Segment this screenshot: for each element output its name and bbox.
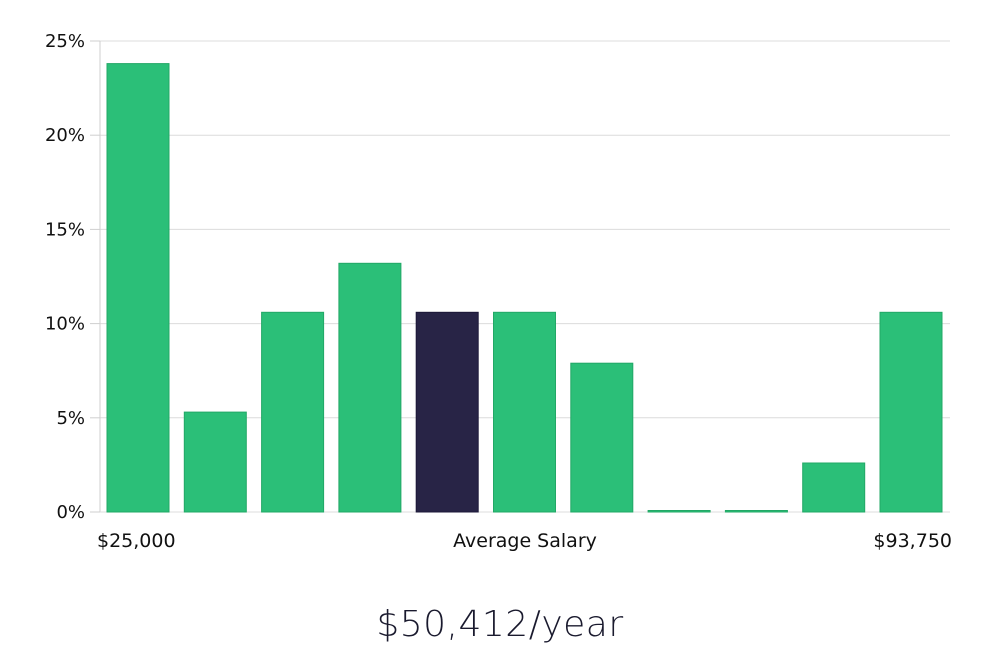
average-salary-value: $50,412/year bbox=[376, 604, 624, 645]
chart-canvas: 0% 5% 10% 15% 20% 25% $25,000 Average Salary … bbox=[45, 31, 952, 552]
bar bbox=[724, 510, 788, 513]
y-tick-label: 10% bbox=[45, 314, 85, 335]
bar bbox=[879, 311, 943, 513]
bar bbox=[338, 262, 402, 513]
y-tick-label: 25% bbox=[45, 31, 85, 52]
bar bbox=[647, 510, 711, 513]
bar bbox=[183, 411, 247, 513]
y-tick-label: 15% bbox=[45, 219, 85, 240]
x-end-label: $93,750 bbox=[873, 530, 952, 552]
y-tick-label: 20% bbox=[45, 125, 85, 146]
bar bbox=[493, 311, 556, 513]
bar-highlighted bbox=[415, 311, 479, 513]
x-axis-labels: $25,000 Average Salary $93,750 bbox=[97, 530, 952, 552]
bar bbox=[261, 311, 325, 513]
x-axis-title: Average Salary bbox=[453, 530, 597, 552]
bar bbox=[802, 462, 866, 513]
y-tick-label: 0% bbox=[56, 502, 85, 523]
gridlines bbox=[100, 40, 950, 419]
bar bbox=[106, 63, 170, 513]
x-start-label: $25,000 bbox=[97, 530, 176, 552]
y-tick-label: 5% bbox=[56, 408, 85, 429]
bars bbox=[106, 63, 943, 513]
bar bbox=[570, 362, 634, 513]
